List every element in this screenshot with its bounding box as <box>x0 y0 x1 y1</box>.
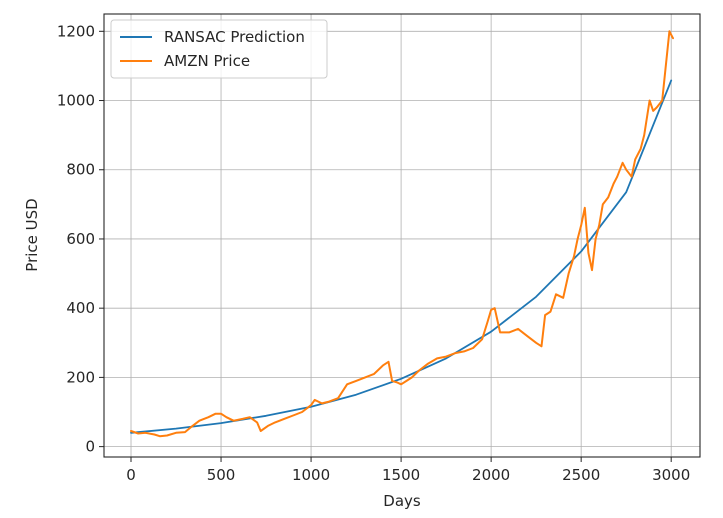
axis-ticks: 0 500 1000 1500 2000 2500 3000 0 200 400 600 800 100… <box>57 22 690 484</box>
series-line-amzn-price <box>130 30 674 438</box>
x-tick-label: 3000 <box>652 466 690 484</box>
x-tick-label: 500 <box>207 466 236 484</box>
x-tick-label: 1500 <box>382 466 420 484</box>
x-tick-label: 2500 <box>562 466 600 484</box>
y-tick-label: 400 <box>66 299 95 317</box>
plot-frame <box>103 13 701 458</box>
legend: RANSAC Prediction AMZN Price <box>110 19 328 79</box>
x-tick-label: 0 <box>126 466 136 484</box>
y-tick-label: 200 <box>66 368 95 386</box>
series-layer <box>130 30 674 438</box>
y-tick-label: 0 <box>85 438 95 456</box>
y-tick-label: 600 <box>66 230 95 248</box>
y-tick-label: 800 <box>66 161 95 179</box>
x-tick-label: 1000 <box>292 466 330 484</box>
legend-box <box>110 19 328 79</box>
y-axis-label: Price USD <box>23 198 41 271</box>
y-tick-label: 1000 <box>57 92 95 110</box>
series-line-ransac-prediction <box>130 79 673 434</box>
grid-lines <box>104 14 700 457</box>
x-tick-label: 2000 <box>472 466 510 484</box>
legend-label-ransac: RANSAC Prediction <box>164 28 305 46</box>
legend-label-amzn: AMZN Price <box>164 52 250 70</box>
x-axis-label: Days <box>383 492 421 510</box>
y-tick-label: 1200 <box>57 22 95 40</box>
